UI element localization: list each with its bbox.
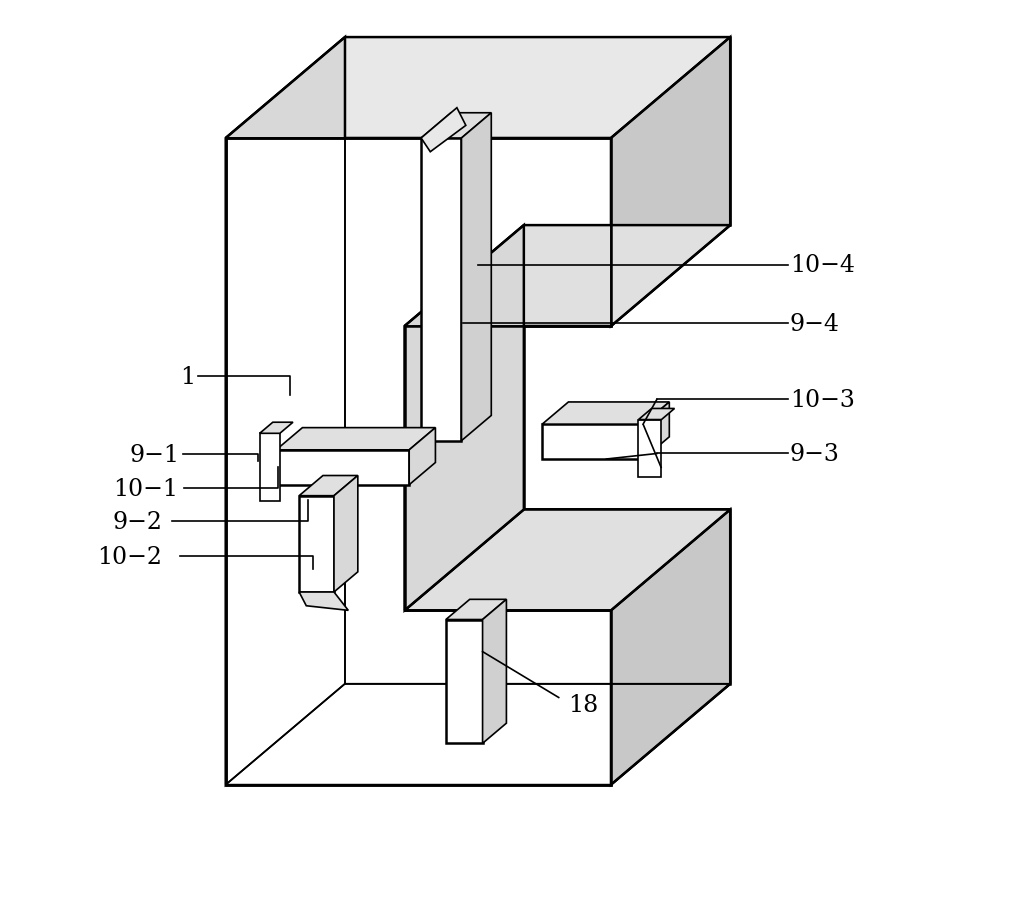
Polygon shape — [334, 476, 358, 593]
Text: 10−4: 10−4 — [790, 254, 855, 277]
Text: 10−3: 10−3 — [790, 389, 854, 412]
Text: 9−2: 9−2 — [113, 510, 163, 533]
Text: 10−1: 10−1 — [113, 477, 178, 500]
Polygon shape — [461, 114, 491, 441]
Polygon shape — [611, 38, 730, 326]
Polygon shape — [422, 139, 461, 441]
Polygon shape — [639, 409, 674, 420]
Polygon shape — [404, 226, 524, 611]
Polygon shape — [276, 450, 409, 485]
Polygon shape — [225, 38, 730, 139]
Text: 1: 1 — [180, 366, 195, 389]
Text: 9−3: 9−3 — [790, 443, 840, 466]
Polygon shape — [542, 425, 643, 460]
Polygon shape — [404, 226, 730, 326]
Text: 10−2: 10−2 — [97, 545, 163, 568]
Polygon shape — [299, 476, 358, 496]
Polygon shape — [225, 38, 345, 785]
Polygon shape — [276, 428, 436, 450]
Polygon shape — [611, 510, 730, 785]
Polygon shape — [404, 510, 730, 611]
Polygon shape — [542, 403, 669, 425]
Polygon shape — [482, 600, 507, 743]
Polygon shape — [260, 434, 280, 502]
Polygon shape — [299, 593, 348, 611]
Text: 18: 18 — [568, 694, 599, 717]
Polygon shape — [446, 600, 507, 619]
Polygon shape — [260, 423, 293, 434]
Polygon shape — [639, 420, 661, 478]
Polygon shape — [446, 619, 482, 743]
Polygon shape — [422, 114, 491, 139]
Text: 9−4: 9−4 — [790, 312, 840, 335]
Polygon shape — [409, 428, 436, 485]
Polygon shape — [422, 108, 466, 153]
Polygon shape — [345, 38, 730, 684]
Polygon shape — [299, 496, 334, 593]
Text: 9−1: 9−1 — [129, 444, 179, 467]
Polygon shape — [225, 684, 730, 785]
Polygon shape — [643, 403, 669, 460]
Polygon shape — [225, 139, 611, 785]
